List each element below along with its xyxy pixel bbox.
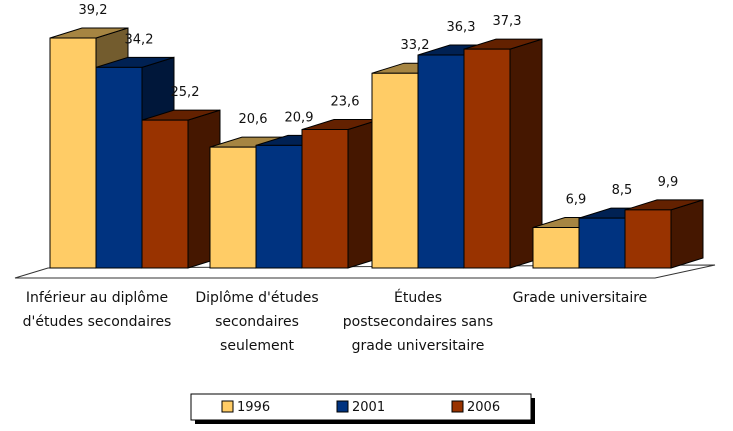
value-label: 37,3 xyxy=(493,14,522,29)
bar xyxy=(141,109,221,269)
floor xyxy=(14,264,716,279)
bar-front xyxy=(95,66,143,269)
x-tick-label: Diplôme d'études secondaires seulement xyxy=(195,290,319,354)
value-label: 20,9 xyxy=(285,110,314,125)
legend-label: 2001 xyxy=(352,400,385,415)
value-label: 25,2 xyxy=(171,85,200,100)
bar-front xyxy=(624,209,672,269)
bar xyxy=(463,38,543,269)
bar-front xyxy=(463,48,511,269)
value-label: 39,2 xyxy=(79,3,108,18)
value-label: 36,3 xyxy=(447,20,476,35)
bar-front xyxy=(301,129,349,269)
bar-side xyxy=(670,199,704,269)
value-label: 34,2 xyxy=(125,32,154,47)
value-label: 33,2 xyxy=(401,38,430,53)
legend-swatch xyxy=(221,400,234,413)
bar-front xyxy=(209,146,257,269)
bar-front xyxy=(417,54,465,269)
bar xyxy=(624,199,704,269)
legend-label: 1996 xyxy=(237,400,270,415)
x-tick-label: Inférieur au diplôme d'études secondaire… xyxy=(22,290,172,330)
bar-front xyxy=(255,144,303,269)
legend-box xyxy=(190,393,532,421)
value-label: 23,6 xyxy=(331,95,360,110)
legend-swatch xyxy=(451,400,464,413)
value-label: 6,9 xyxy=(566,193,587,208)
x-tick-label: Grade universitaire xyxy=(512,290,648,306)
bar-front xyxy=(141,119,189,269)
legend-label: 2006 xyxy=(467,400,500,415)
value-label: 8,5 xyxy=(612,183,633,198)
value-label: 9,9 xyxy=(658,175,679,190)
bar-front xyxy=(371,72,419,269)
bar-front xyxy=(578,217,626,269)
bar-front xyxy=(532,227,580,269)
value-label: 20,6 xyxy=(239,112,268,127)
legend-swatch xyxy=(336,400,349,413)
bar-front xyxy=(49,37,97,269)
bar xyxy=(301,118,381,269)
x-tick-label: Études postsecondaires sans grade univer… xyxy=(342,290,494,354)
